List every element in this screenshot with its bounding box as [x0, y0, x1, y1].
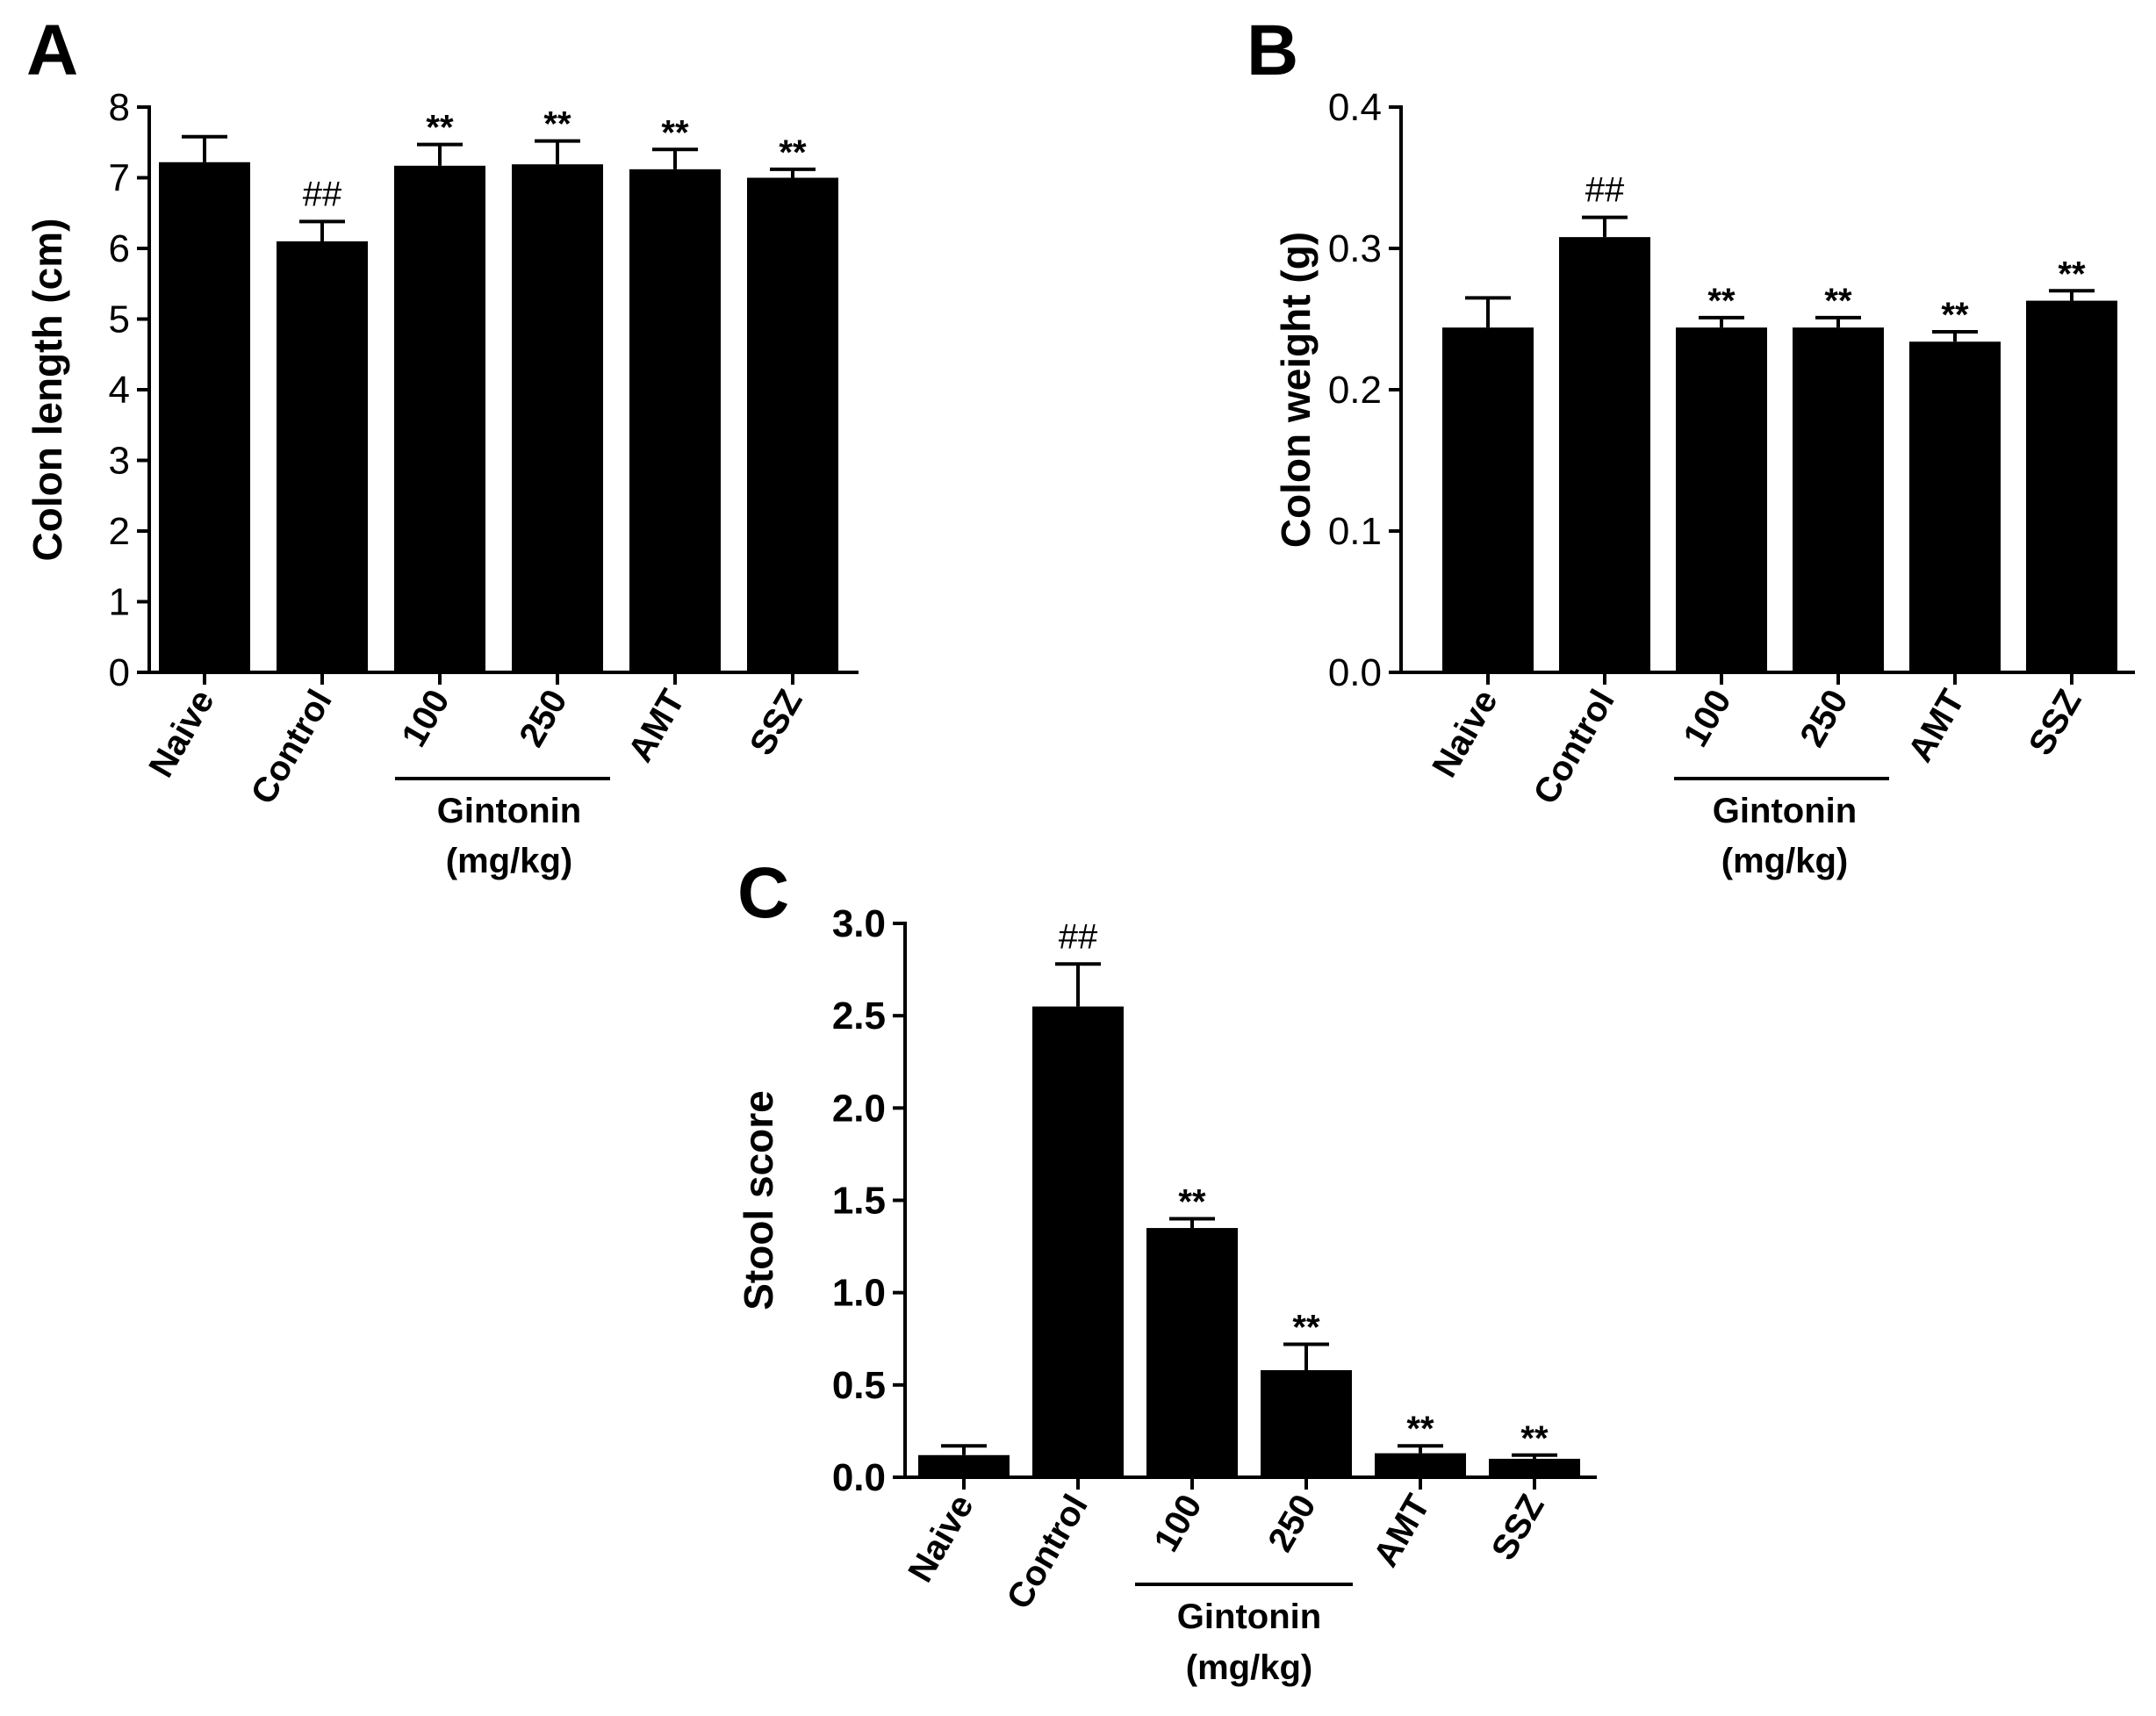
x-tick-label: Control	[1527, 684, 1622, 811]
x-tick-label: 100	[394, 684, 456, 754]
significance-star-annotation: **	[1941, 296, 1969, 334]
group-units-label: (mg/kg)	[1186, 1648, 1312, 1687]
bar-250	[1793, 327, 1884, 672]
x-tick-label: 100	[1146, 1489, 1209, 1559]
bar-control	[1559, 237, 1650, 672]
significance-star-annotation: **	[426, 109, 454, 147]
bar-control	[1032, 1006, 1124, 1477]
x-tick-label: 250	[1793, 684, 1855, 754]
y-tick-label: 0.3	[1328, 227, 1382, 270]
y-tick-label: 2.5	[832, 994, 886, 1037]
significance-star-annotation: **	[1520, 1419, 1549, 1458]
group-label: Gintonin	[1713, 792, 1857, 830]
y-tick-label: 3.0	[832, 902, 886, 945]
significance-star-annotation: **	[779, 133, 807, 172]
group-units-label: (mg/kg)	[446, 842, 572, 880]
panel-b-colon-weight-chart: B Colon weight (g) 0.0 0.1 0.2 0.3 0.4 Naive ## C…	[1247, 11, 2135, 880]
y-tick-label: 0.0	[1328, 651, 1382, 694]
x-tick-label: AMT	[621, 684, 692, 769]
bar-naive	[918, 1454, 1010, 1477]
panel-letter-b: B	[1247, 11, 1298, 90]
bar-amt	[1909, 341, 2001, 672]
y-tick-label: 0.4	[1328, 86, 1382, 129]
y-tick-label: 7	[109, 157, 130, 200]
bar-ssz	[2026, 300, 2117, 672]
y-tick-label: 5	[109, 298, 130, 341]
bar-ssz	[747, 177, 838, 672]
y-tick-label: 0	[109, 651, 130, 694]
y-tick-label: 0.1	[1328, 510, 1382, 553]
x-tick-label: 250	[1261, 1489, 1323, 1559]
y-tick-label: 4	[109, 369, 130, 412]
y-tick-label: 0.5	[832, 1364, 886, 1407]
y-tick-label: 1	[109, 581, 130, 624]
group-units-label: (mg/kg)	[1721, 842, 1848, 880]
bar-amt	[629, 169, 721, 673]
significance-hash-annotation: ##	[1059, 917, 1098, 956]
bar-250	[512, 164, 603, 672]
x-tick-label: SSZ	[2022, 684, 2089, 762]
x-tick-label: 100	[1676, 684, 1738, 754]
significance-star-annotation: **	[1178, 1183, 1206, 1222]
significance-star-annotation: **	[1292, 1309, 1320, 1347]
bar-control	[277, 241, 368, 672]
x-tick-label: SSZ	[1484, 1489, 1552, 1567]
panel-letter-c: C	[737, 853, 789, 933]
y-tick-label: 6	[109, 227, 130, 270]
x-tick-label: AMT	[1366, 1489, 1437, 1574]
x-tick-label: 250	[512, 684, 574, 754]
bar-100	[394, 165, 485, 672]
panel-letter-a: A	[26, 11, 78, 90]
y-tick-label: 1.0	[832, 1272, 886, 1315]
y-tick-label: 0.0	[832, 1456, 886, 1499]
significance-star-annotation: **	[2058, 255, 2086, 293]
y-axis-title: Colon length (cm)	[25, 219, 70, 562]
x-tick-label: Naive	[1425, 684, 1505, 784]
group-label: Gintonin	[1177, 1598, 1321, 1636]
significance-star-annotation: **	[661, 113, 689, 152]
significance-star-annotation: **	[1824, 282, 1852, 320]
y-tick-label: 8	[109, 86, 130, 129]
group-label: Gintonin	[437, 792, 581, 830]
panel-c-stool-score-chart: C Stool score 0.0 0.5 1.0 1.5 2.0 2.5 3.0 Naive ##…	[736, 853, 1597, 1687]
bar-100	[1676, 327, 1767, 672]
bar-naive	[1442, 327, 1534, 672]
x-tick-label: AMT	[1901, 684, 1972, 769]
bar-100	[1146, 1228, 1238, 1477]
significance-star-annotation: **	[1406, 1410, 1434, 1448]
y-axis-title: Colon weight (g)	[1273, 232, 1319, 548]
y-tick-label: 1.5	[832, 1180, 886, 1223]
x-tick-label: SSZ	[743, 684, 810, 762]
y-axis-title: Stool score	[736, 1090, 781, 1310]
panel-a-colon-length-chart: A Colon length (cm) 0 1 2 3 4 5 6 7 8 Naive ## Contro…	[25, 11, 859, 880]
bar-ssz	[1489, 1458, 1580, 1477]
x-tick-label: Naive	[901, 1489, 981, 1589]
y-tick-label: 2.0	[832, 1087, 886, 1130]
bar-250	[1261, 1370, 1352, 1477]
bar-naive	[159, 162, 250, 673]
significance-star-annotation: **	[1707, 282, 1736, 320]
bar-amt	[1375, 1453, 1466, 1477]
x-tick-label: Control	[1000, 1489, 1096, 1616]
significance-star-annotation: **	[543, 105, 571, 144]
y-tick-label: 3	[109, 440, 130, 483]
significance-hash-annotation: ##	[1585, 171, 1625, 210]
x-tick-label: Control	[244, 684, 340, 811]
x-tick-label: Naive	[141, 684, 221, 784]
significance-hash-annotation: ##	[303, 175, 342, 213]
y-tick-label: 2	[109, 510, 130, 553]
y-tick-label: 0.2	[1328, 369, 1382, 412]
